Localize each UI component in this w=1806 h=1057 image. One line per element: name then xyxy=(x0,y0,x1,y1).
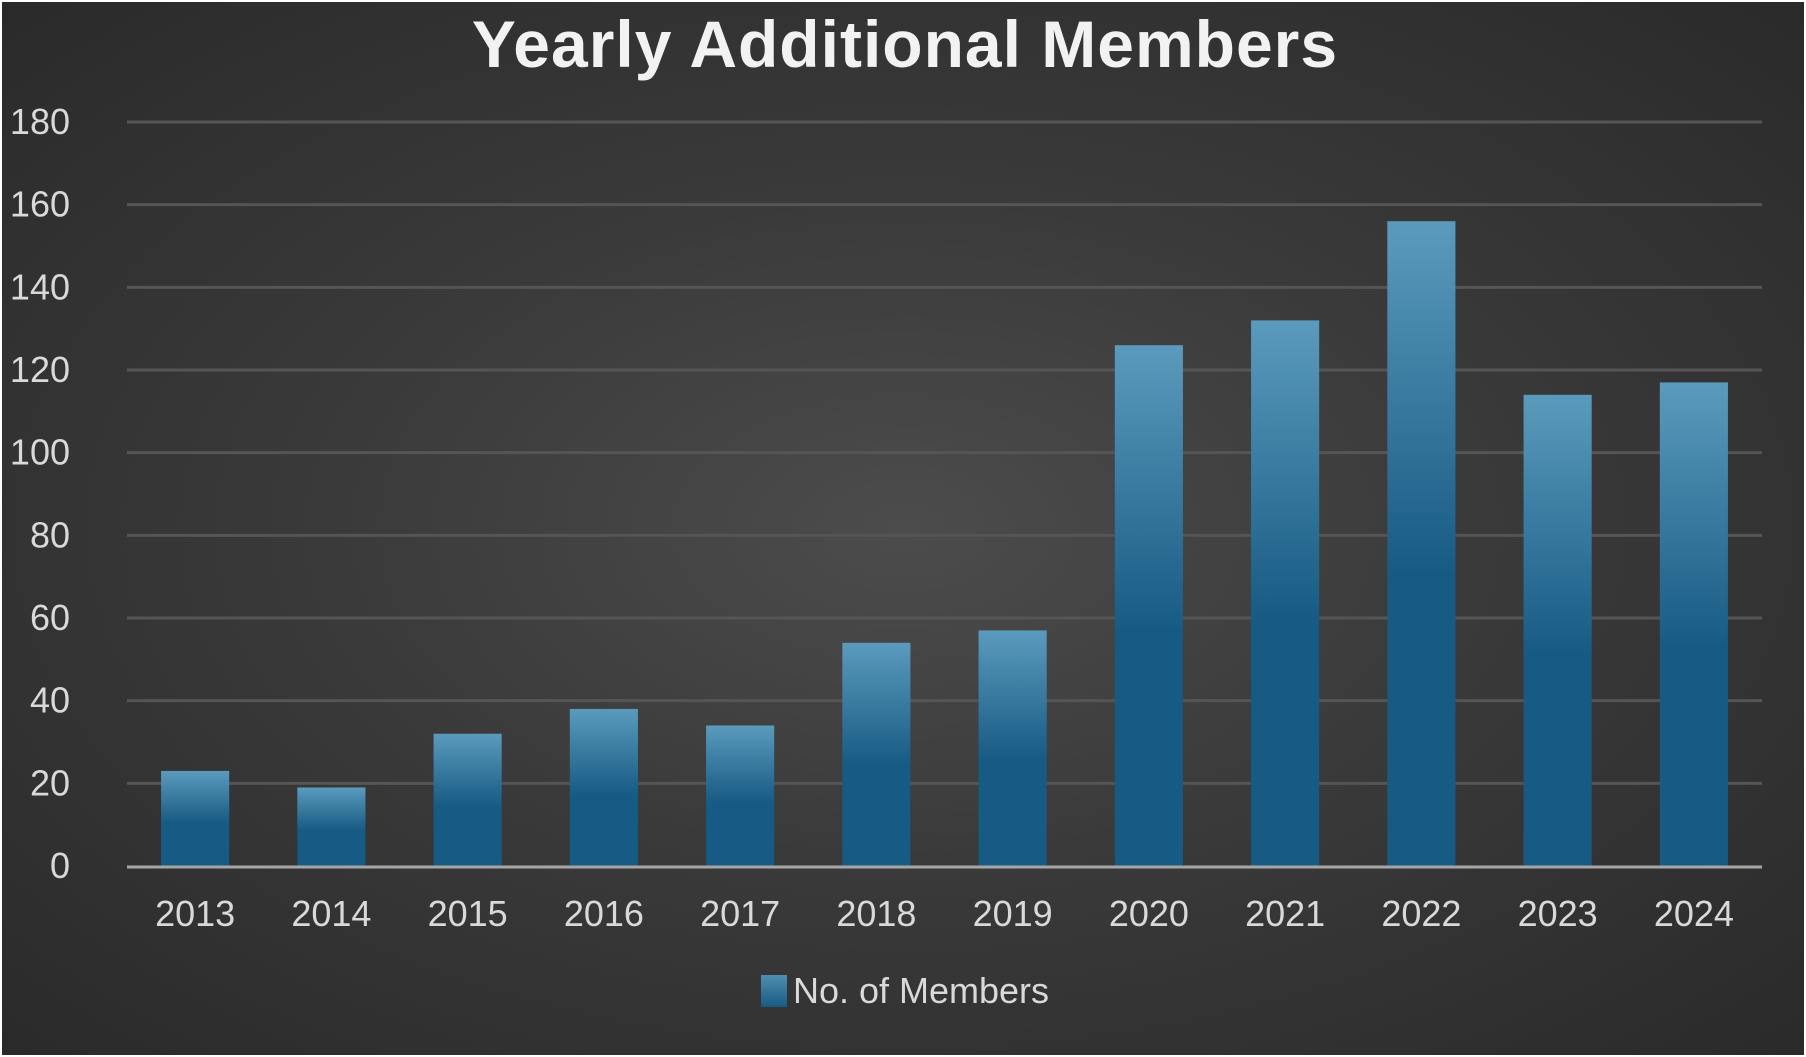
y-tick-label: 60 xyxy=(30,597,70,638)
x-axis-ticks: 2013 2014 2015 2016 2017 2018 2019 2020 2021 2022… xyxy=(155,893,1734,934)
legend: No. of Members xyxy=(2,970,1804,1012)
y-tick-label: 80 xyxy=(30,514,70,555)
x-tick-label: 2024 xyxy=(1654,893,1734,934)
x-tick-label: 2016 xyxy=(564,893,644,934)
bar-2021 xyxy=(1251,320,1320,866)
bar-2017 xyxy=(706,725,775,866)
y-tick-label: 180 xyxy=(10,101,70,142)
bar-2013 xyxy=(161,770,230,866)
y-tick-label: 140 xyxy=(10,266,70,307)
x-tick-label: 2014 xyxy=(291,893,371,934)
bar-2020 xyxy=(1114,345,1183,866)
x-tick-label: 2020 xyxy=(1109,893,1189,934)
bar-2022 xyxy=(1387,221,1456,866)
x-tick-label: 2021 xyxy=(1245,893,1325,934)
x-tick-label: 2018 xyxy=(836,893,916,934)
bar-2019 xyxy=(978,630,1047,866)
bars xyxy=(161,221,1728,866)
legend-label: No. of Members xyxy=(792,970,1050,1011)
y-tick-label: 40 xyxy=(30,680,70,721)
x-tick-label: 2015 xyxy=(428,893,508,934)
x-tick-label: 2022 xyxy=(1381,893,1461,934)
y-axis-ticks: 0 20 40 60 80 100 120 140 160 180 xyxy=(10,101,70,886)
y-tick-label: 160 xyxy=(10,184,70,225)
gridlines xyxy=(127,120,1762,785)
bar-2024 xyxy=(1659,382,1728,866)
bar-2023 xyxy=(1523,394,1592,866)
x-tick-label: 2023 xyxy=(1518,893,1598,934)
bar-2015 xyxy=(433,733,502,866)
bar-2018 xyxy=(842,642,911,866)
y-tick-label: 100 xyxy=(10,432,70,473)
legend-swatch xyxy=(760,975,787,1007)
bar-2014 xyxy=(297,787,366,866)
x-tick-label: 2017 xyxy=(700,893,780,934)
chart-title: Yearly Additional Members xyxy=(471,7,1339,81)
y-tick-label: 120 xyxy=(10,349,70,390)
bar-2016 xyxy=(569,708,638,866)
y-tick-label: 0 xyxy=(50,845,70,886)
y-tick-label: 20 xyxy=(30,762,70,803)
x-tick-label: 2013 xyxy=(155,893,235,934)
x-tick-label: 2019 xyxy=(973,893,1053,934)
